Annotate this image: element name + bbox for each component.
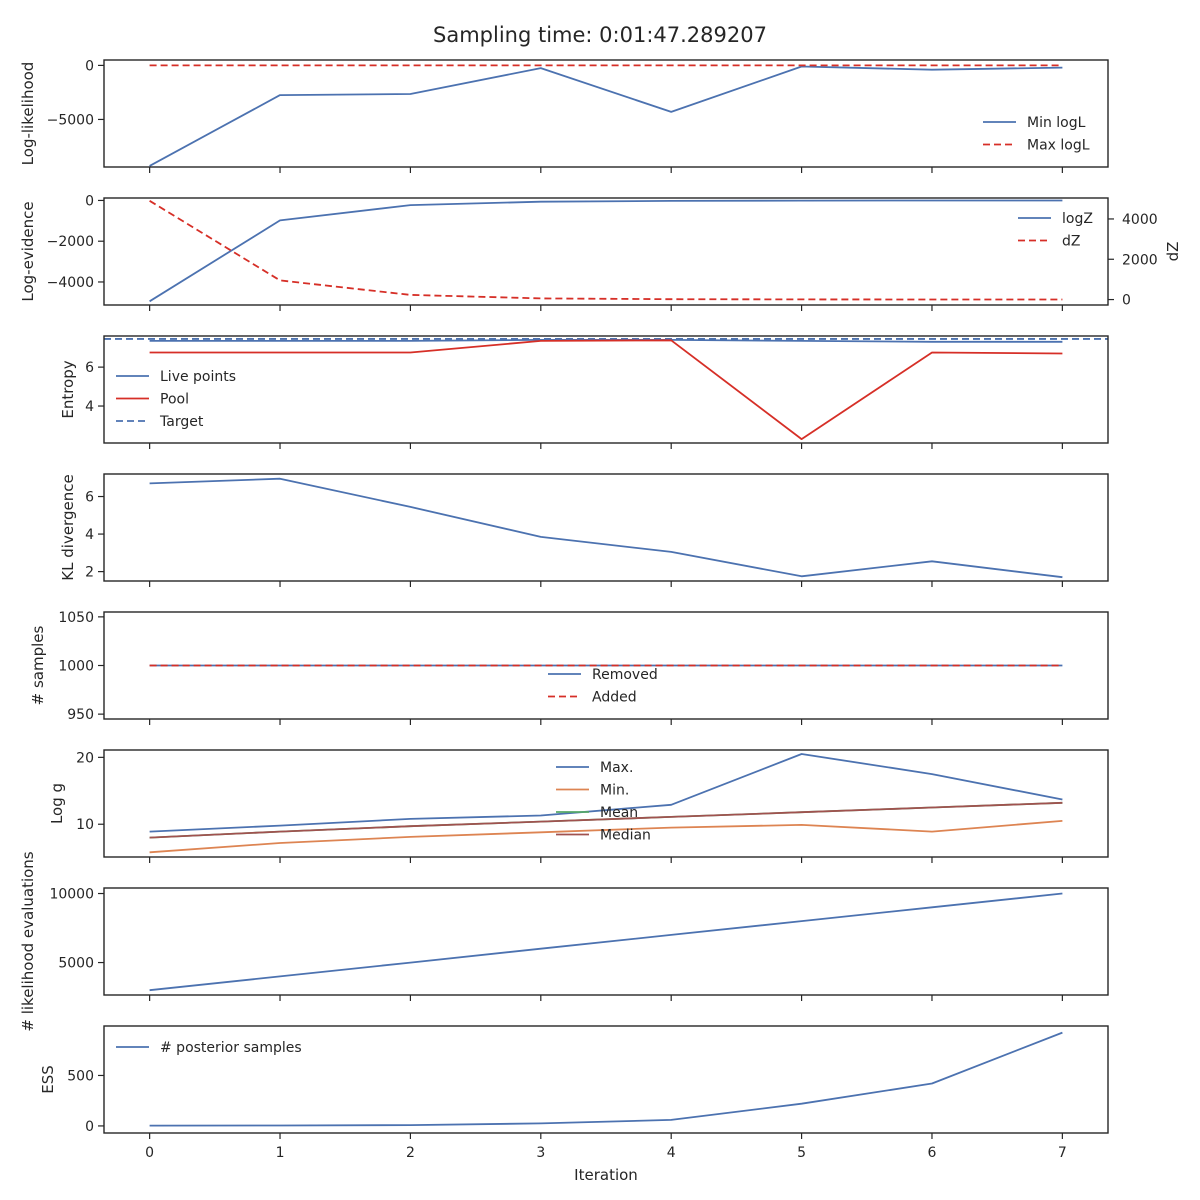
y2-tick-label: 2000 xyxy=(1122,252,1158,268)
series-line-posterior-samples xyxy=(149,1031,1063,1127)
panel-8: 0 1 2 3 4 5 6 7 500 0 ESS # posterior samples xyxy=(39,1025,1109,1161)
x-tick-label: 5 xyxy=(797,1145,806,1161)
y-tick-label: 2 xyxy=(85,565,94,581)
y-tick-label: 950 xyxy=(67,707,94,723)
y2-tick-label: 0 xyxy=(1122,293,1131,309)
legend-label: Median xyxy=(600,828,651,844)
y-tick-label: 6 xyxy=(85,490,94,506)
y-tick-label: 4 xyxy=(85,527,94,543)
x-tick-label: 1 xyxy=(276,1145,285,1161)
legend-label: Live points xyxy=(160,369,236,385)
y-tick-label: 0 xyxy=(85,193,94,209)
panel-frame xyxy=(103,335,1109,444)
plot-area xyxy=(149,892,1063,992)
x-tick-label: 3 xyxy=(536,1145,545,1161)
legend-label: dZ xyxy=(1062,234,1080,250)
plot-area xyxy=(104,338,1108,441)
legend-label: Target xyxy=(159,414,204,430)
panel-6: 20 10 Log g Max. Min. Mean Median xyxy=(48,749,1109,863)
plot-area xyxy=(149,753,1063,854)
panels: 0 −5000 Log-likelihood Min logL Max logL 0 −20… xyxy=(19,58,1182,1161)
y-axis-label: Entropy xyxy=(59,360,77,418)
series-line-dz xyxy=(149,200,1063,301)
y-axis-label: Log-evidence xyxy=(19,201,37,301)
legend-label: Added xyxy=(592,690,637,706)
y-tick-label: 20 xyxy=(76,750,94,766)
plot-area xyxy=(149,64,1063,167)
plot-area xyxy=(149,1031,1063,1127)
series-line-logz xyxy=(149,199,1063,303)
plot-area xyxy=(149,477,1063,579)
legend: Live points Pool Target xyxy=(116,369,236,430)
x-tick-label: 6 xyxy=(928,1145,937,1161)
plot-area xyxy=(149,199,1063,303)
x-tick-label: 0 xyxy=(145,1145,154,1161)
y-tick-label: 6 xyxy=(85,360,94,376)
y-tick-label: 10 xyxy=(76,817,94,833)
y-tick-label: −4000 xyxy=(47,275,94,291)
panel-2: 0 −2000 −4000 0 2000 4000 Log-evidence dZ logZ dZ xyxy=(19,193,1182,311)
x-tick-label: 4 xyxy=(667,1145,676,1161)
series-line-min-logl xyxy=(149,65,1063,167)
y-axis-label: # likelihood evaluations xyxy=(19,851,37,1031)
panel-frame xyxy=(103,473,1109,582)
legend-label: Max logL xyxy=(1027,138,1090,154)
panel-frame xyxy=(103,611,1109,720)
y-tick-label: 0 xyxy=(85,1119,94,1135)
y-axis-label: KL divergence xyxy=(59,474,77,580)
x-axis-label: Iteration xyxy=(574,1166,638,1184)
legend: logZ dZ xyxy=(1018,211,1093,250)
panel-1: 0 −5000 Log-likelihood Min logL Max logL xyxy=(19,58,1109,173)
panel-4: 2 4 6 KL divergence xyxy=(59,473,1109,587)
panel-frame xyxy=(103,749,1109,858)
y-tick-label: −5000 xyxy=(47,112,94,128)
y-tick-label: 500 xyxy=(67,1068,94,1084)
panel-frame xyxy=(103,1025,1109,1134)
series-line-pool xyxy=(149,339,1063,441)
legend-label: Pool xyxy=(160,392,189,408)
panel-frame xyxy=(103,59,1109,168)
y-tick-label: 5000 xyxy=(58,956,94,972)
panel-3: 4 6 Entropy Live points Pool Target xyxy=(59,335,1109,449)
legend-label: Mean xyxy=(600,805,638,821)
x-tick-label: 7 xyxy=(1058,1145,1067,1161)
x-tick-label: 2 xyxy=(406,1145,415,1161)
chart-title: Sampling time: 0:01:47.289207 xyxy=(433,23,767,47)
panel-frame xyxy=(103,887,1109,996)
series-line-kl xyxy=(149,477,1063,579)
panel-5: 1050 1000 950 # samples Removed Added xyxy=(29,610,1109,725)
legend: Max. Min. Mean Median xyxy=(556,760,651,844)
panel-frame xyxy=(103,197,1109,306)
y2-tick-label: 4000 xyxy=(1122,212,1158,228)
y-axis-label: Log-likelihood xyxy=(19,62,37,166)
y-tick-label: 0 xyxy=(85,58,94,74)
series-line-evals xyxy=(149,892,1063,992)
y-axis-label: ESS xyxy=(39,1065,57,1094)
y-axis-label: # samples xyxy=(29,625,47,705)
legend-label: Removed xyxy=(592,667,658,683)
y2-axis-label: dZ xyxy=(1164,242,1182,262)
series-line-min xyxy=(149,820,1063,854)
y-tick-label: −2000 xyxy=(47,234,94,250)
legend-label: Min logL xyxy=(1027,115,1086,131)
y-tick-label: 4 xyxy=(85,399,94,415)
panel-7: 10000 5000 # likelihood evaluations xyxy=(19,851,1109,1032)
y-tick-label: 1000 xyxy=(58,659,94,675)
legend-label: Max. xyxy=(600,760,633,776)
legend: Min logL Max logL xyxy=(983,115,1090,154)
legend-label: # posterior samples xyxy=(160,1040,302,1056)
series-line-median xyxy=(149,801,1063,839)
legend-label: Min. xyxy=(600,783,629,799)
y-tick-label: 10000 xyxy=(49,887,94,903)
series-line-max xyxy=(149,753,1063,833)
legend-label: logZ xyxy=(1062,211,1093,227)
legend: # posterior samples xyxy=(116,1040,302,1056)
legend: Removed Added xyxy=(548,667,658,706)
y-tick-label: 1050 xyxy=(58,610,94,626)
y-axis-label: Log g xyxy=(48,783,66,824)
